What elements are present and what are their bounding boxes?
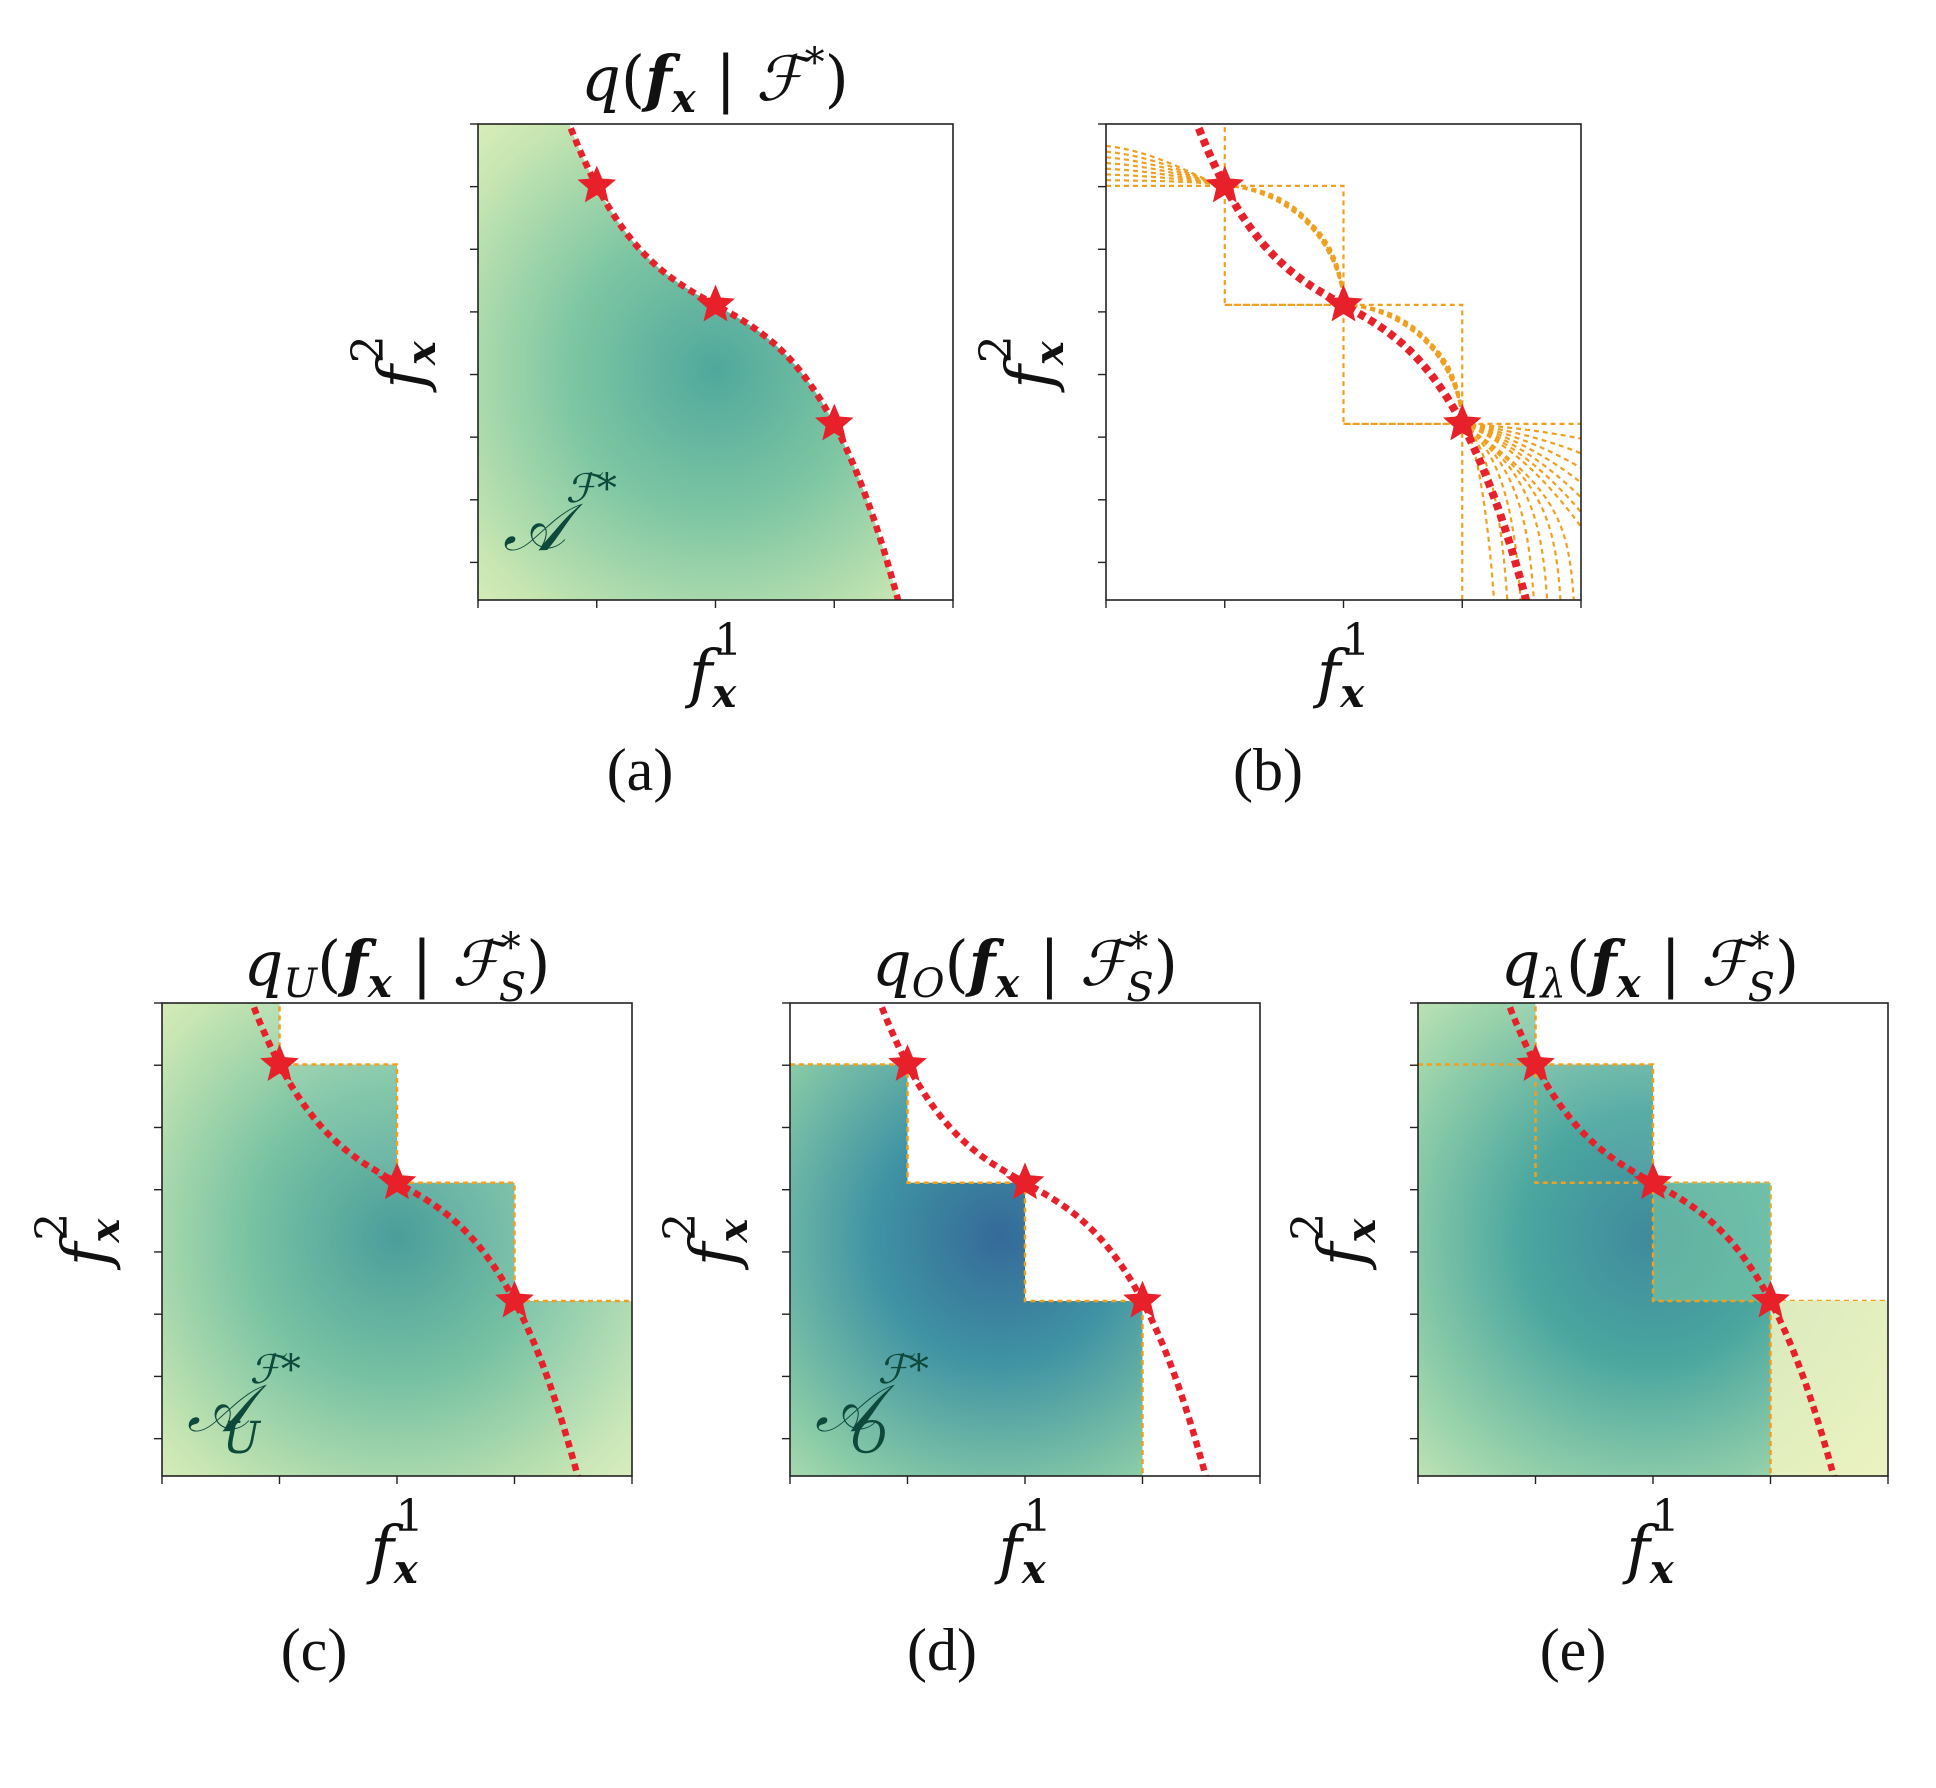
y-axis-label: fx2 [655,1213,757,1271]
panel-caption: (b) [1233,737,1303,803]
region-label: 𝒜ℱ* U [187,1347,301,1464]
panel-title: qU(fx | ℱ* S) [244,925,551,1011]
mixed-cell [1770,1300,1888,1476]
pareto-point-star [1751,1280,1790,1318]
pareto-point-star [1123,1280,1162,1318]
pareto-point-star [696,284,735,322]
x-axis-label: fx1 [1622,1491,1680,1593]
panel-b: fx1 fx2 (b) [971,123,1582,803]
pareto-front-line [565,124,902,600]
pareto-point-star [495,1280,534,1318]
pareto-point-star [1442,403,1482,441]
pareto-point-star [577,165,617,203]
x-axis-label: fx1 [366,1491,424,1593]
panel-b-plot-area [1106,124,1581,600]
box-region [790,1064,1143,1476]
pareto-front-line [1192,124,1531,600]
pareto-point-star [1633,1162,1673,1200]
pareto-point-star [1205,165,1245,203]
panel-title: q(fx | ℱ*) [581,40,849,122]
pareto-point-star [1005,1162,1045,1200]
panel-caption: (a) [607,737,674,803]
sample-curves [1106,124,1581,600]
panel-title: qλ(fx | ℱ* S) [1501,925,1799,1011]
y-axis-label: fx2 [27,1213,129,1271]
panel-e-plot-area [1418,1003,1888,1476]
pareto-point-star [1324,284,1363,322]
panel-d-plot-area [790,1003,1210,1476]
y-axis-label: fx2 [971,335,1073,393]
pareto-point-star [888,1044,927,1081]
panel-caption: (c) [281,1617,348,1683]
y-axis-label: fx2 [1283,1213,1385,1271]
pareto-point-star [377,1162,417,1200]
pareto-front-line [876,1003,1210,1476]
mixed-cell [1653,1182,1771,1301]
pareto-point-star [1516,1044,1555,1081]
panel-title: qO(fx | ℱ* S) [872,925,1178,1011]
panel-c: fx1 fx2 qU(fx | ℱ* S) 𝒜ℱ* U (c) [27,925,633,1683]
pareto-front-line [1504,1003,1838,1476]
x-axis-label: fx1 [1313,615,1371,717]
box-region [162,1003,632,1476]
panel-e: fx1 fx2 qλ(fx | ℱ* S) (e) [1283,925,1889,1683]
pareto-point-star [260,1044,299,1081]
y-axis-label: fx2 [343,335,445,393]
panel-caption: (e) [1540,1617,1607,1683]
panel-a-plot-area [478,124,953,600]
x-axis-label: fx1 [685,615,743,717]
pareto-point-star [814,403,854,441]
density-region [478,124,953,600]
panel-c-plot-area [162,1003,632,1476]
pareto-front-line [248,1003,582,1476]
x-axis-label: fx1 [994,1491,1052,1593]
panel-caption: (d) [907,1617,977,1683]
